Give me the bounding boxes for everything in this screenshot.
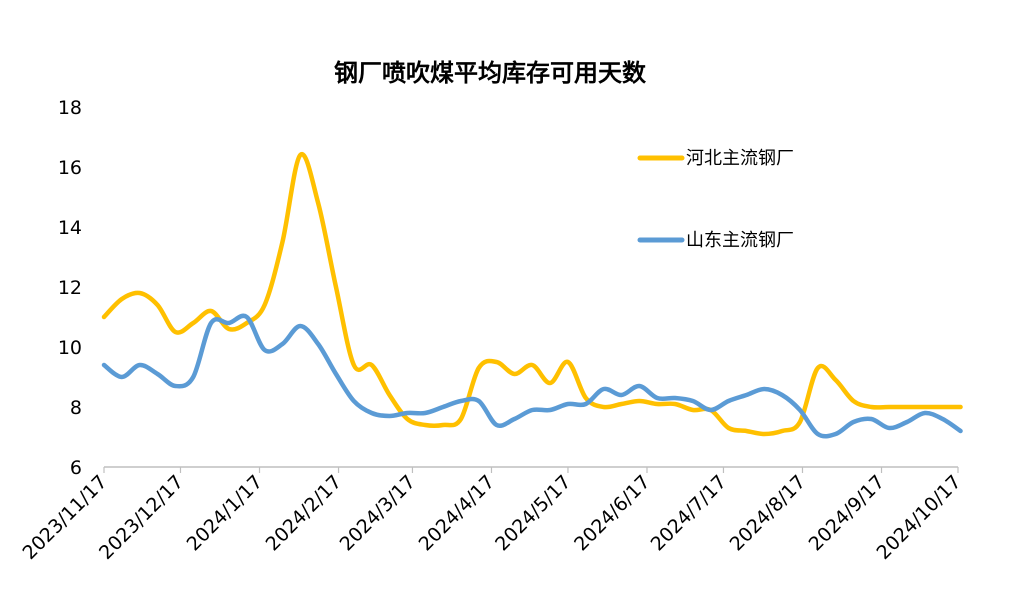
x-tick-label: 2024/6/17 xyxy=(570,471,654,555)
y-tick-label: 14 xyxy=(58,217,82,239)
x-tick-label: 2024/9/17 xyxy=(805,471,889,555)
legend: 河北主流钢厂 山东主流钢厂 xyxy=(637,148,794,251)
x-axis: 2023/11/172023/12/172024/1/172024/2/1720… xyxy=(19,467,966,564)
series-layer xyxy=(101,151,963,439)
x-tick-label: 2024/8/17 xyxy=(726,471,810,555)
x-tick-label: 2024/3/17 xyxy=(336,471,420,555)
y-tick-label: 10 xyxy=(58,337,82,359)
series-line-hebei xyxy=(101,151,963,437)
x-tick-label: 2024/4/17 xyxy=(415,471,499,555)
x-tick-label: 2024/2/17 xyxy=(262,471,346,555)
x-tick-label: 2024/7/17 xyxy=(647,471,731,555)
series-line-shandong xyxy=(101,313,963,439)
y-tick-label: 8 xyxy=(70,397,82,419)
y-tick-label: 12 xyxy=(58,277,82,299)
y-tick-label: 6 xyxy=(70,457,82,479)
legend-label-shandong: 山东主流钢厂 xyxy=(686,230,794,251)
x-tick-label: 2024/5/17 xyxy=(491,471,575,555)
legend-label-hebei: 河北主流钢厂 xyxy=(686,148,794,169)
y-axis: 6 8 10 12 14 16 18 xyxy=(58,97,82,479)
y-tick-label: 16 xyxy=(58,157,82,179)
chart-title: 钢厂喷吹煤平均库存可用天数 xyxy=(334,59,647,87)
y-tick-label: 18 xyxy=(58,97,82,119)
x-tick-label: 2024/1/17 xyxy=(183,471,267,555)
